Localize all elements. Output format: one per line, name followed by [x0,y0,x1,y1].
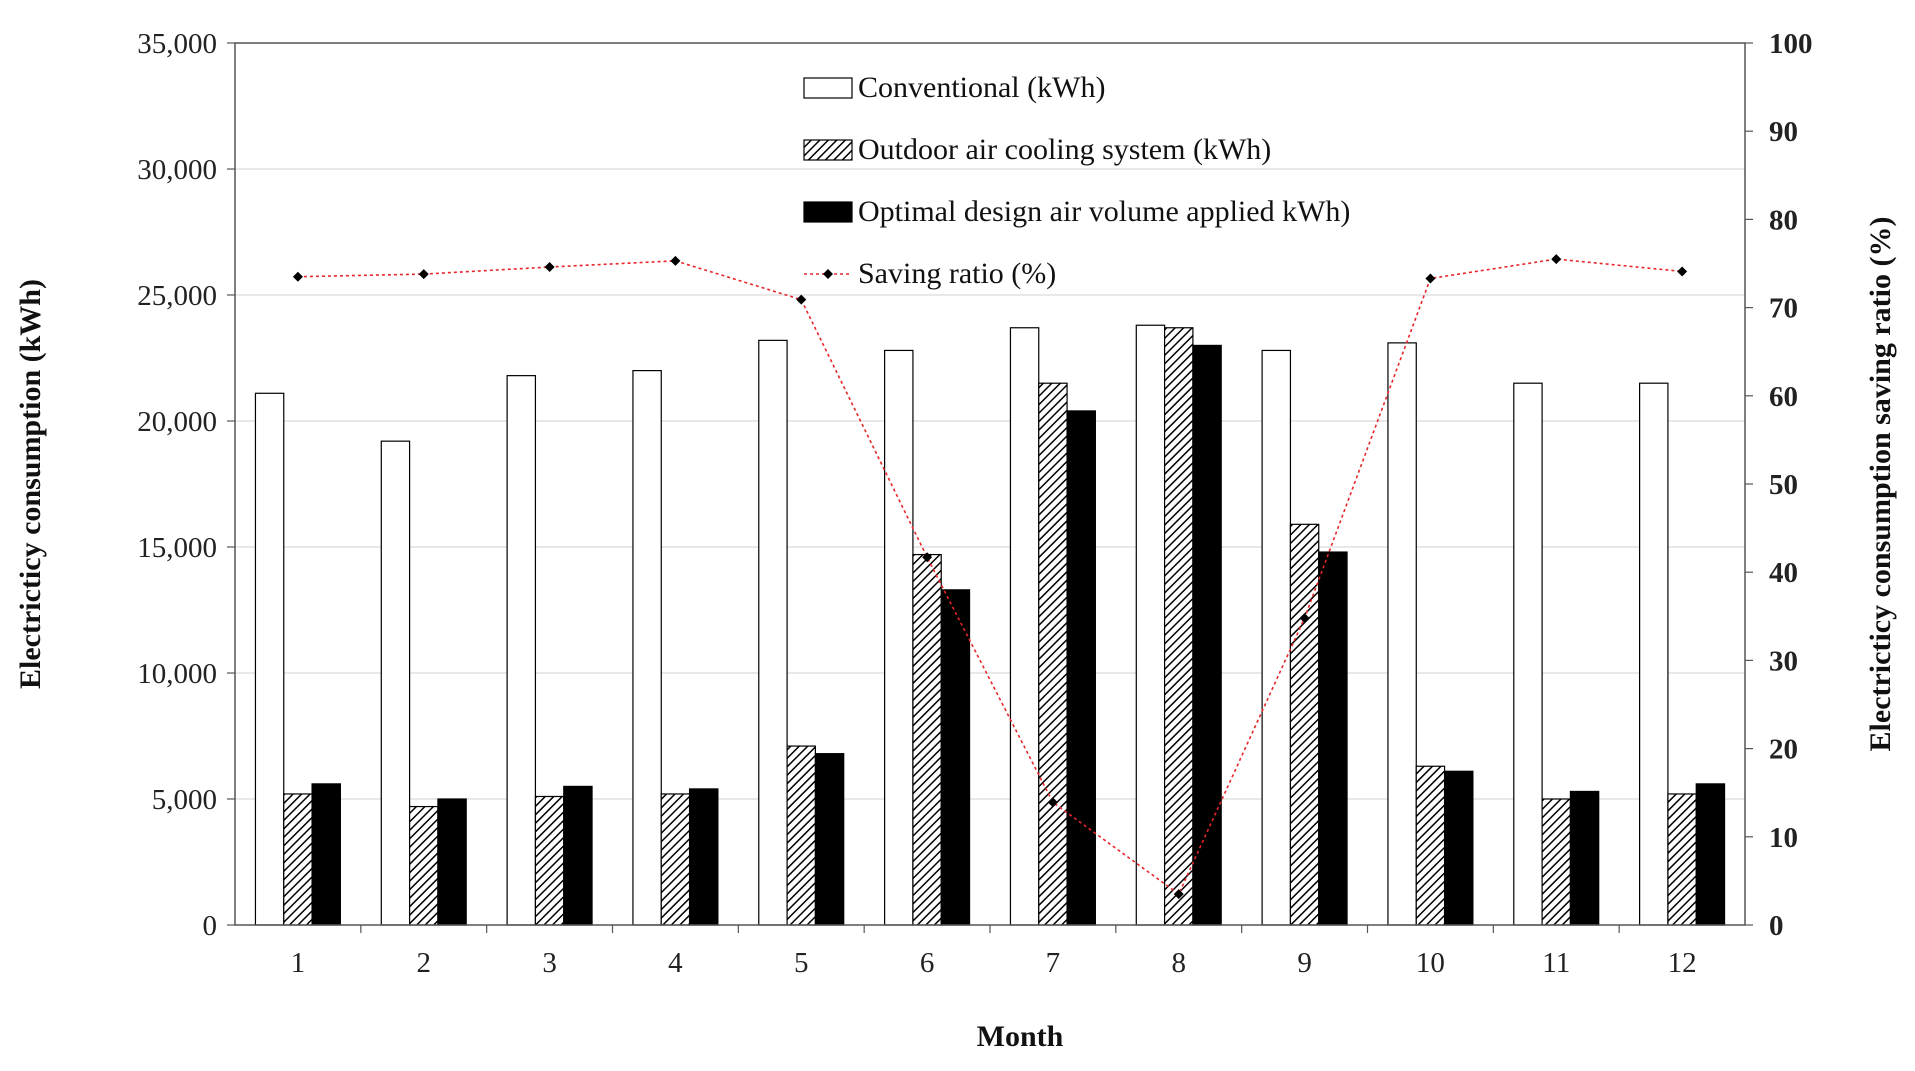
bar-hatched-2 [408,805,439,926]
legend-swatch-outdoor [803,139,853,161]
y-tick-label: 30,000 [137,154,217,186]
y-tick-label: 5,000 [152,784,217,816]
bar-black-11 [1569,790,1600,926]
y2-axis-title: Electricticy consumption saving ratio (%… [1864,217,1897,752]
saving-ratio-point-12 [1677,266,1688,277]
x-tick-label: 10 [1416,947,1445,979]
bar-black-2 [437,798,467,926]
bar-hatched-10 [1415,765,1446,926]
y-tick-label: 35,000 [137,28,217,60]
bar-white-3 [506,375,537,926]
y2-tick-label: 60 [1769,381,1798,413]
x-tick-label: 8 [1172,947,1187,979]
bar-layer [254,324,1726,926]
y-axis-left: 0 5,000 10,000 15,000 20,000 25,000 30,000 35,0… [137,28,235,942]
bar-hatched-6 [912,553,942,926]
x-tick-label: 9 [1297,947,1312,979]
y2-tick-label: 40 [1769,557,1798,589]
y2-tick-label: 10 [1769,822,1798,854]
y-axis-title: Electricticy consumption (kWh) [14,279,47,689]
bar-white-7 [1009,327,1040,926]
bar-hatched-9 [1289,523,1320,926]
bar-white-10 [1387,342,1417,926]
bar-white-5 [758,339,788,926]
x-axis-title: Month [977,1020,1064,1053]
bar-hatched-4 [660,793,691,926]
y-axis-right: 0 10 20 30 40 50 60 70 80 90 100 [1745,28,1813,942]
x-tick-label: 3 [542,947,557,979]
x-tick-label: 2 [417,947,432,979]
y-tick-label: 25,000 [137,280,217,312]
plot-area [235,43,1745,925]
legend: Conventional (kWh) Outdoor air cooling s… [803,71,1350,290]
bar-white-2 [380,440,411,926]
bar-hatched-8 [1163,327,1194,926]
bar-white-1 [254,392,285,926]
saving-ratio-point-8 [1173,889,1184,900]
bar-hatched-12 [1667,793,1697,926]
saving-ratio-point-9 [1299,613,1310,624]
saving-ratio-point-1 [292,271,303,282]
bar-white-8 [1135,324,1166,926]
x-tick-label: 5 [794,947,809,979]
legend-label-outdoor: Outdoor air cooling system (kWh) [858,133,1271,166]
x-tick-label: 1 [291,947,306,979]
legend-label-optimal: Optimal design air volume applied kWh) [858,195,1350,228]
legend-swatch-optimal [803,201,853,223]
bar-black-12 [1695,783,1726,926]
y2-tick-label: 20 [1769,734,1798,766]
saving-ratio-point-2 [418,269,429,280]
saving-ratio-point-7 [1047,797,1058,808]
bar-hatched-11 [1541,798,1572,926]
bar-white-9 [1261,349,1292,926]
bar-black-7 [1066,410,1096,926]
bar-white-11 [1513,382,1543,926]
y-tick-label: 0 [203,910,218,942]
bar-black-6 [940,589,971,926]
bar-white-12 [1639,382,1669,926]
bar-black-4 [688,788,719,926]
y2-tick-label: 80 [1769,204,1798,236]
bar-black-8 [1192,344,1222,926]
y2-tick-label: 100 [1769,28,1813,60]
saving-ratio-point-5 [796,294,807,305]
y2-tick-label: 0 [1769,910,1784,942]
x-tick-label: 4 [668,947,683,979]
bar-hatched-1 [283,793,313,926]
y-tick-label: 10,000 [137,658,217,690]
y2-tick-label: 90 [1769,116,1798,148]
saving-ratio-point-10 [1425,273,1436,284]
legend-label-saving: Saving ratio (%) [858,257,1056,290]
bar-hatched-7 [1038,382,1068,926]
bar-black-9 [1318,551,1348,926]
saving-ratio-point-6 [922,552,933,563]
bar-hatched-3 [534,795,565,926]
x-tick-label: 6 [920,947,935,979]
bar-black-10 [1443,770,1474,926]
saving-ratio-line [297,258,1683,896]
y2-tick-label: 30 [1769,645,1798,677]
saving-ratio-point-3 [544,262,555,273]
legend-label-conventional: Conventional (kWh) [858,71,1105,104]
bar-black-3 [563,785,593,926]
legend-swatch-conventional [803,77,853,99]
saving-ratio-point-11 [1551,254,1562,265]
line-layer [292,254,1688,900]
y-tick-label: 20,000 [137,406,217,438]
bar-black-5 [814,753,845,926]
legend-swatch-saving-marker [823,269,833,279]
bar-white-4 [632,370,662,926]
bar-hatched-5 [786,745,817,926]
saving-ratio-point-4 [670,255,681,266]
y2-tick-label: 50 [1769,469,1798,501]
x-tick-label: 11 [1542,947,1570,979]
x-tick-label: 12 [1668,947,1697,979]
x-axis: 1 2 3 4 5 6 7 8 9 10 11 12 [291,925,1697,979]
x-tick-label: 7 [1046,947,1061,979]
bar-black-1 [311,783,341,926]
y2-tick-label: 70 [1769,293,1798,325]
bar-white-6 [884,349,914,926]
y-tick-label: 15,000 [137,532,217,564]
